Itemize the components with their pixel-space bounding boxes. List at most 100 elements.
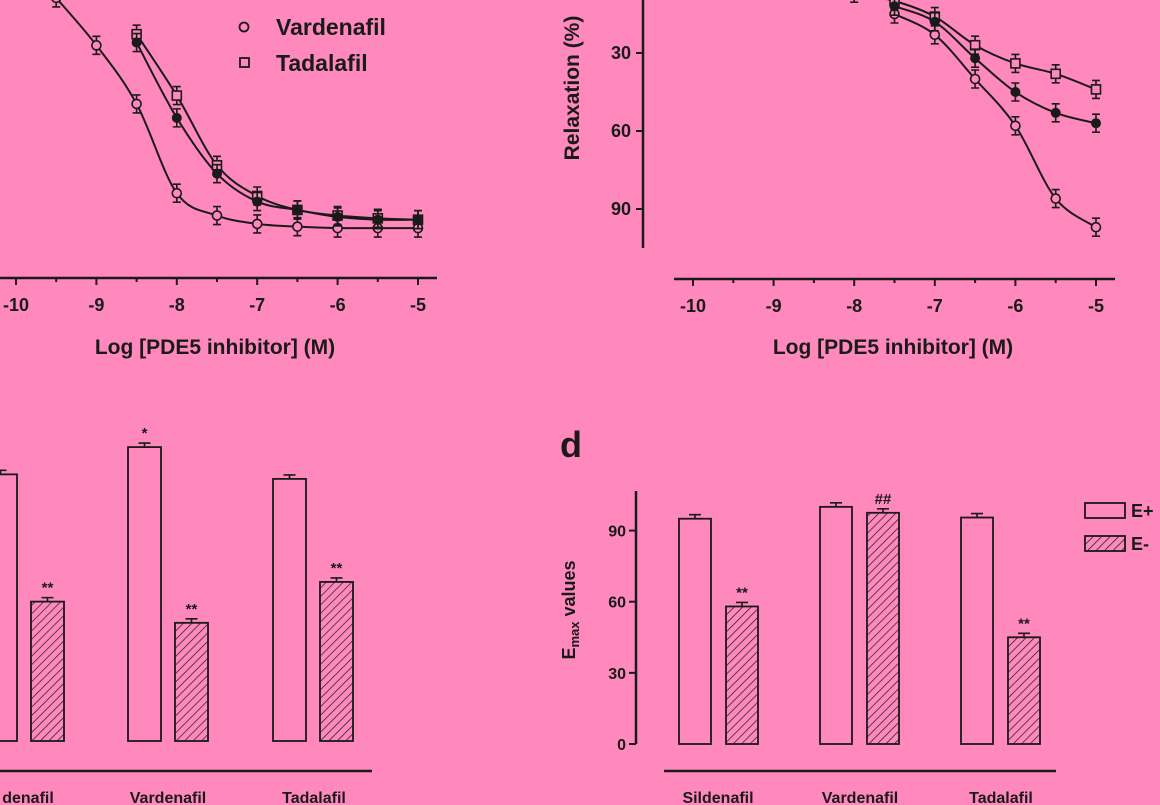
d-bar-tadalafil-e-plus [960,516,994,745]
d-significance-mark: ** [736,584,748,601]
b-x-tick-label: -7 [927,296,943,316]
b-curve-open-circle [894,13,1097,229]
a-point-filled-circle [332,211,343,222]
a-point-filled-circle [131,37,142,48]
panel-c-bars: ******* [0,425,354,742]
panel-d-legend: E+ E- [1084,501,1154,554]
a-curve-vardenafil [56,0,418,230]
b-y-tick-label: 60 [611,121,631,141]
c-significance-mark: ** [186,601,198,618]
panel-a-marks [51,0,424,238]
b-point-open-circle [929,29,941,41]
d-category-label: Sildenafil [682,790,753,805]
d-y-tick-label: 90 [608,524,626,541]
a-point-filled-circle [252,196,263,207]
c-bar-error [41,596,54,602]
panel-d-label: d [560,424,582,465]
panel-c-category-labels: denafil Vardenafil Tadalafil [2,790,346,805]
panel-b-y-label: Relaxation (%) [561,16,584,161]
b-x-tick-label: -5 [1088,296,1104,316]
b-point-open-square [969,39,981,51]
panel-a-legend: Vardenafil Tadalafil [238,14,386,76]
panel-d-y-label-rest: values [559,560,579,621]
d-category-label: Vardenafil [822,790,898,805]
legend-label-vardenafil: Vardenafil [276,14,386,40]
a-point-filled-circle [372,214,383,225]
a-x-tick-label: -6 [330,295,346,315]
panel-a-x-label: Log [PDE5 inhibitor] (M) [95,336,335,359]
c-bar-error [330,577,343,582]
c-bar-denafil-e-minus [30,600,65,742]
a-x-tick-label: -7 [249,295,265,315]
d-bar-sildenafil-e-plus [678,517,712,745]
b-point-filled-circle [970,53,981,64]
a-x-tick-label: -10 [3,295,29,315]
d-significance-mark: ## [875,491,892,508]
b-point-open-square [1090,84,1102,95]
d-significance-mark: ** [1018,615,1030,632]
c-bar-tadalafil-e-plus [272,478,307,742]
panel-d-y-label-e: E [559,648,579,660]
b-point-filled-circle [1010,87,1021,97]
b-point-filled-circle [1091,118,1101,129]
panel-d-bar-chart: d 0 30 60 90 ** ## ** Sildenafil Vardenafil Tad… [559,424,1154,805]
d-bar-error [877,507,889,513]
a-point-vardenafil [171,187,183,199]
b-point-open-square [1010,58,1021,69]
legend-open-circle-marker [238,21,250,33]
b-point-filled-circle [1050,107,1061,118]
d-y-tick-label: 0 [617,737,626,754]
a-point-vardenafil [251,218,263,230]
d-category-label: Tadalafil [969,790,1033,805]
d-bar-error [830,502,842,507]
legend-label-e-plus: E+ [1131,501,1154,521]
b-point-open-circle [1090,221,1102,233]
a-point-vardenafil [211,210,223,221]
c-bar-error [0,469,7,475]
c-category-label: Vardenafil [130,790,206,805]
b-point-open-circle [1050,193,1061,204]
c-bar-denafil-e-plus [0,473,18,742]
panel-a-concentration-response: -10 -9 -8 -7 -6 -5 Log [PDE5 inhibitor] (M) V… [0,0,437,359]
d-bar-sildenafil-e-minus [725,605,759,745]
b-x-tick-label: -10 [680,296,706,316]
panel-c-bar-chart: ******* denafil Vardenafil Tadalafil [0,425,372,805]
d-y-tick-label: 30 [608,666,626,683]
d-bar-tadalafil-e-minus [1007,636,1041,745]
b-y-tick-label: 90 [611,199,631,219]
a-x-tick-label: -9 [88,295,104,315]
b-point-filled-circle [929,16,940,27]
d-bar-error [689,513,701,519]
a-point-filled-circle [212,168,222,179]
a-point-vardenafil [51,0,62,4]
d-bar-error [1018,632,1030,638]
b-point-open-circle [969,73,981,85]
legend-label-tadalafil: Tadalafil [276,50,368,76]
b-error-bar [850,0,859,3]
d-bar-error [971,512,983,518]
a-error-bar [52,0,61,8]
c-significance-mark: ** [331,560,343,577]
c-category-label: denafil [2,790,54,805]
b-x-tick-label: -6 [1007,296,1023,316]
d-bar-vardenafil-e-plus [819,505,853,745]
c-bar-vardenafil-e-plus [127,446,162,742]
legend-e-plus-swatch [1084,502,1126,519]
c-bar-tadalafil-e-minus [319,581,354,742]
legend-open-square-marker [239,57,250,68]
panel-b-marks [850,0,1102,237]
d-y-tick-label: 60 [608,595,626,612]
c-significance-mark: ** [42,580,54,597]
b-point-filled-circle [889,1,900,12]
panel-d-y-label-sub: max [567,621,582,648]
d-bar-vardenafil-e-minus [866,511,900,745]
b-point-open-square [1050,68,1061,80]
a-point-vardenafil [292,221,303,232]
panel-b-concentration-response: 30 60 90 -10 -9 -8 -7 -6 -5 Relaxation (%) Log … [561,0,1115,359]
panel-a-x-ticks: -10 -9 -8 -7 -6 -5 [3,278,426,315]
panel-b-x-ticks: -10 -9 -8 -7 -6 -5 [680,279,1104,316]
a-point-vardenafil [131,98,142,110]
a-point-filled-circle [413,214,423,225]
legend-label-e-minus: E- [1131,534,1149,554]
